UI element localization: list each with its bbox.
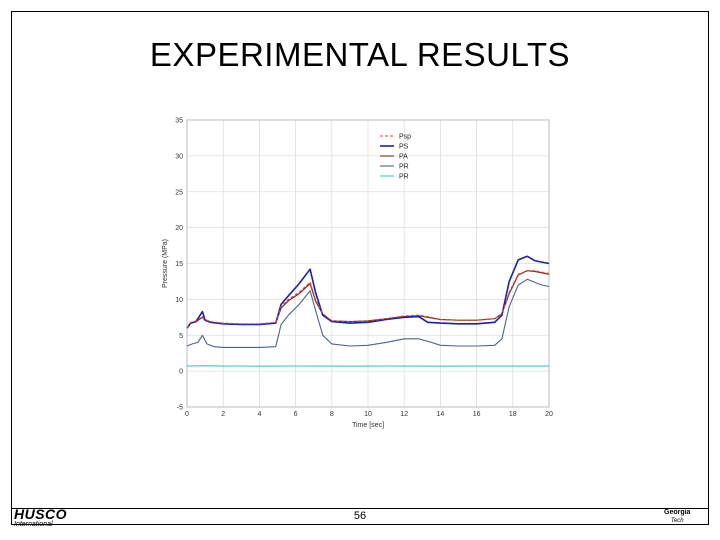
y-tick-label: 20 (175, 225, 183, 232)
x-tick-label: 6 (294, 411, 298, 418)
legend-label: PS (399, 144, 409, 151)
legend-label: PA (399, 154, 408, 161)
footer-divider (11, 508, 709, 509)
x-tick-label: 14 (437, 411, 445, 418)
page-number: 56 (353, 510, 367, 522)
georgia-tech-logo: Georgia Tech (664, 509, 690, 525)
plot-series (186, 255, 550, 367)
husco-logo-sub: International (14, 521, 53, 528)
y-axis-label: Pressure (MPa) (162, 239, 169, 288)
husco-logo-main: HUSCO (14, 506, 68, 522)
series-line-ps (186, 255, 550, 329)
x-tick-label: 12 (400, 411, 408, 418)
husco-logo: HUSCO International (14, 507, 67, 529)
x-tick-label: 2 (221, 411, 225, 418)
plot-grid (186, 119, 550, 408)
x-tick-label: 0 (185, 411, 189, 418)
legend-label: Psp (399, 134, 411, 141)
plot-legend: Psp PS PA PR PR (380, 134, 411, 181)
x-tick-label: 10 (364, 411, 372, 418)
x-tick-label: 18 (509, 411, 517, 418)
x-axis-label: Time [sec] (352, 422, 384, 429)
x-tick-label: 8 (330, 411, 334, 418)
x-tick-label: 20 (545, 411, 553, 418)
y-tick-label: 15 (175, 261, 183, 268)
y-tick-label: 5 (179, 333, 183, 340)
legend-label: PR (399, 174, 409, 181)
y-tick-label: 10 (175, 297, 183, 304)
y-tick-label: 30 (175, 153, 183, 160)
y-tick-label: -5 (177, 405, 183, 412)
x-tick-label: 4 (257, 411, 261, 418)
x-tick-label: 16 (473, 411, 481, 418)
series-line-psp (186, 270, 550, 329)
slide-frame (11, 11, 709, 525)
series-line-pr-2 (186, 365, 549, 367)
legend-label: PR (399, 164, 409, 171)
y-tick-label: 35 (175, 118, 183, 125)
series-line-pr (186, 278, 550, 348)
y-tick-label: 0 (179, 369, 183, 376)
georgia-tech-logo-line1: Georgia (664, 509, 691, 516)
georgia-tech-logo-line2: Tech (670, 518, 684, 524)
y-tick-label: 25 (175, 189, 183, 196)
slide-title: EXPERIMENTAL RESULTS (149, 36, 571, 73)
